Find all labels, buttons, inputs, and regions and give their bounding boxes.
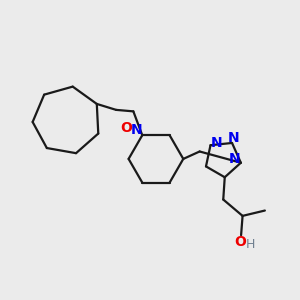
Text: O: O	[120, 121, 132, 135]
Text: N: N	[131, 123, 143, 137]
Text: N: N	[211, 136, 223, 150]
Text: O: O	[234, 235, 246, 249]
Text: N: N	[229, 152, 240, 166]
Text: H: H	[246, 238, 255, 250]
Text: N: N	[228, 131, 239, 145]
